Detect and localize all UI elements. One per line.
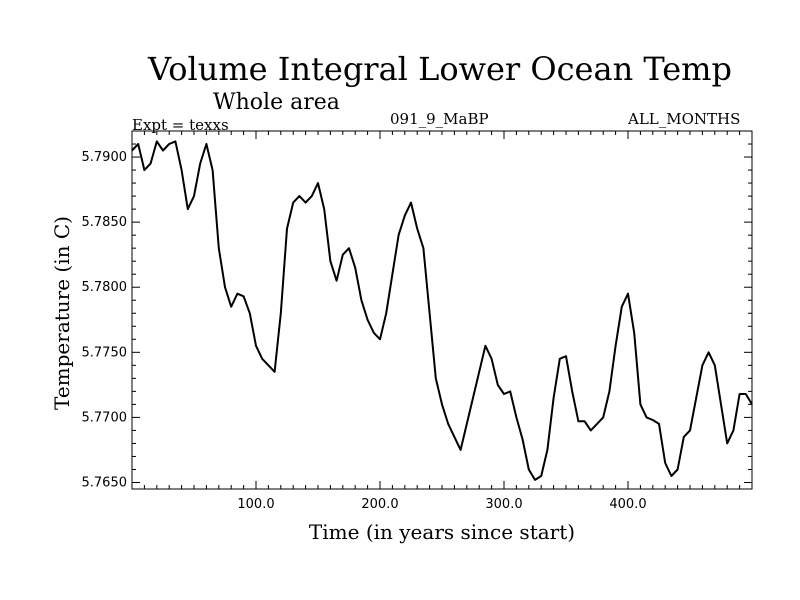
series-group xyxy=(131,140,753,481)
y-tick-label: 5.7800 xyxy=(82,280,128,295)
chart-subtitle: Whole area xyxy=(213,90,340,115)
x-tick-label: 200.0 xyxy=(361,497,398,512)
y-tick-label: 5.7650 xyxy=(82,475,128,490)
x-axis-label: Time (in years since start) xyxy=(308,520,576,544)
months-label: ALL_MONTHS xyxy=(628,110,741,128)
y-tick-label: 5.7850 xyxy=(82,215,128,230)
experiment-label: Expt = texxs xyxy=(132,116,229,134)
x-tick-label: 400.0 xyxy=(609,497,646,512)
x-tick-label: 100.0 xyxy=(237,497,274,512)
plot-frame xyxy=(131,130,753,490)
chart-title: Volume Integral Lower Ocean Temp xyxy=(148,50,732,88)
run-id-label: 091_9_MaBP xyxy=(390,110,489,128)
y-axis: 5.7650 5.7700 5.7750 5.7800 5.7850 5.7900 xyxy=(82,130,752,490)
y-tick-label: 5.7900 xyxy=(82,150,128,165)
y-tick-label: 5.7700 xyxy=(82,410,128,425)
x-tick-label: 300.0 xyxy=(485,497,522,512)
series-line xyxy=(131,140,753,481)
y-tick-label: 5.7750 xyxy=(82,345,128,360)
x-axis: 100.0 200.0 300.0 400.0 xyxy=(143,131,741,512)
